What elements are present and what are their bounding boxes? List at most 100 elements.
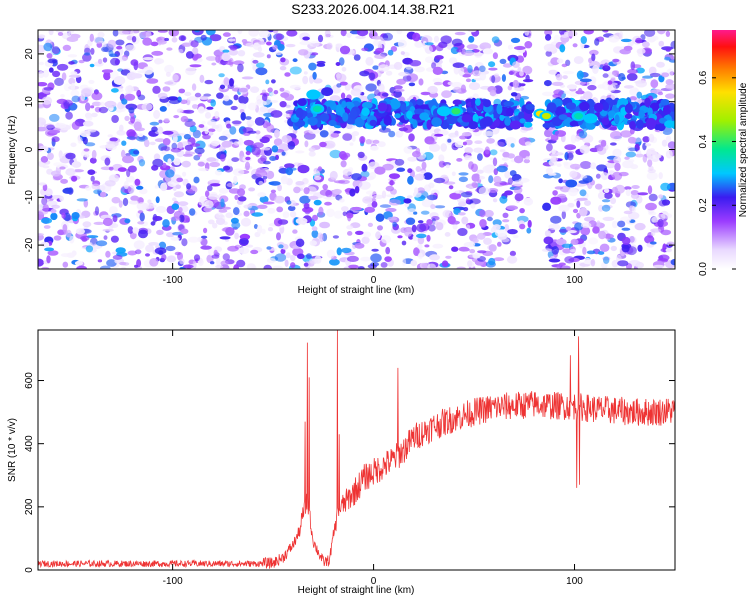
heatmap-cell — [82, 221, 92, 228]
heatmap-cell — [660, 212, 673, 219]
heatmap-cell — [215, 217, 226, 225]
heatmap-cell — [603, 30, 609, 33]
heatmap-cell — [38, 182, 47, 186]
heatmap-cell — [351, 131, 360, 137]
heatmap-cell — [256, 167, 265, 173]
heatmap-cell — [153, 110, 161, 119]
heatmap-cell — [284, 72, 291, 77]
heatmap-cell — [311, 230, 319, 238]
heatmap-cell — [387, 49, 394, 56]
heatmap-cell — [38, 126, 48, 132]
heatmap-cell — [238, 95, 249, 105]
heatmap-cell — [278, 244, 284, 249]
heatmap-cell — [412, 119, 418, 129]
heatmap-cell — [594, 38, 600, 46]
heatmap-cell — [138, 133, 144, 138]
heatmap-cell — [385, 185, 394, 192]
heatmap-cell — [241, 39, 248, 44]
heatmap-cell — [266, 124, 275, 133]
heatmap-cell — [247, 124, 252, 128]
heatmap-cell — [342, 112, 349, 122]
heatmap-cell — [647, 168, 656, 174]
heatmap-cell — [107, 134, 113, 138]
heatmap-cell — [519, 223, 526, 230]
colorbar-tick-label: 0.4 — [698, 134, 709, 148]
heatmap-cell — [308, 147, 316, 152]
heatmap-cell — [74, 260, 84, 266]
heatmap-cell — [477, 250, 487, 254]
heatmap-cell — [545, 34, 552, 41]
heatmap-cell — [197, 161, 205, 167]
heatmap-cell — [382, 163, 394, 171]
heatmap-cell — [129, 200, 139, 205]
heatmap-cell — [579, 189, 587, 197]
heatmap-cell — [431, 62, 437, 69]
heatmap-cell — [457, 228, 468, 236]
heatmap-cell — [134, 178, 141, 186]
heatmap-hotspot-core — [312, 105, 322, 113]
heatmap-cell — [233, 264, 239, 269]
heatmap-cell — [610, 197, 617, 205]
heatmap-cell — [124, 218, 131, 224]
heatmap-cell — [183, 133, 191, 140]
heatmap-cell — [175, 184, 181, 190]
heatmap-cell — [646, 171, 658, 181]
y-tick-label: 10 — [24, 96, 35, 108]
heatmap-cell — [359, 70, 370, 77]
heatmap-cell — [57, 32, 64, 36]
heatmap-cell — [198, 124, 205, 128]
heatmap-cell — [647, 107, 653, 116]
heatmap-cell — [280, 57, 286, 63]
heatmap-cell — [281, 151, 286, 156]
heatmap-cell — [133, 121, 142, 131]
heatmap-cell — [127, 250, 137, 256]
heatmap-cell — [614, 162, 621, 172]
heatmap-cell — [488, 175, 494, 184]
heatmap-cell — [601, 204, 611, 212]
heatmap-cell — [179, 214, 185, 223]
heatmap-cell — [286, 30, 298, 37]
heatmap-cell — [441, 90, 452, 98]
heatmap-cell — [620, 38, 632, 43]
heatmap-cell — [54, 122, 67, 129]
heatmap-cell — [225, 212, 233, 219]
heatmap-cell — [623, 210, 633, 215]
heatmap-cell — [176, 177, 184, 183]
heatmap-cell — [208, 128, 216, 133]
heatmap-cell — [446, 116, 458, 125]
heatmap-cell — [461, 132, 472, 137]
heatmap-cell — [502, 219, 510, 223]
heatmap-cell — [347, 231, 353, 236]
heatmap-cell — [603, 192, 613, 200]
heatmap-cell — [403, 198, 412, 204]
heatmap-cell — [619, 31, 624, 40]
heatmap-cell — [44, 242, 50, 248]
heatmap-cell — [146, 78, 159, 84]
heatmap-cell — [50, 212, 58, 221]
heatmap-cell — [172, 185, 177, 191]
heatmap-cell — [76, 265, 88, 269]
heatmap-cell — [182, 171, 187, 177]
heatmap-cell — [42, 204, 49, 213]
heatmap-cell — [651, 216, 659, 223]
heatmap-cell — [458, 172, 469, 176]
heatmap-cell — [245, 150, 251, 156]
heatmap-cell — [574, 183, 587, 187]
heatmap-cell — [670, 258, 675, 266]
heatmap-cell — [637, 192, 649, 196]
heatmap-cell — [138, 229, 148, 239]
heatmap-cell — [564, 31, 569, 36]
heatmap-cell — [413, 211, 418, 215]
heatmap-cell — [417, 187, 425, 194]
heatmap-cell — [622, 160, 634, 169]
heatmap-cell — [212, 222, 218, 229]
heatmap-cell — [162, 162, 167, 168]
heatmap-cell — [555, 238, 567, 246]
heatmap-cell — [494, 229, 507, 237]
heatmap-cell — [346, 212, 354, 219]
heatmap-cell — [282, 211, 290, 219]
heatmap-cell — [482, 99, 492, 108]
heatmap-cell — [255, 134, 263, 140]
heatmap-cell — [88, 79, 95, 84]
